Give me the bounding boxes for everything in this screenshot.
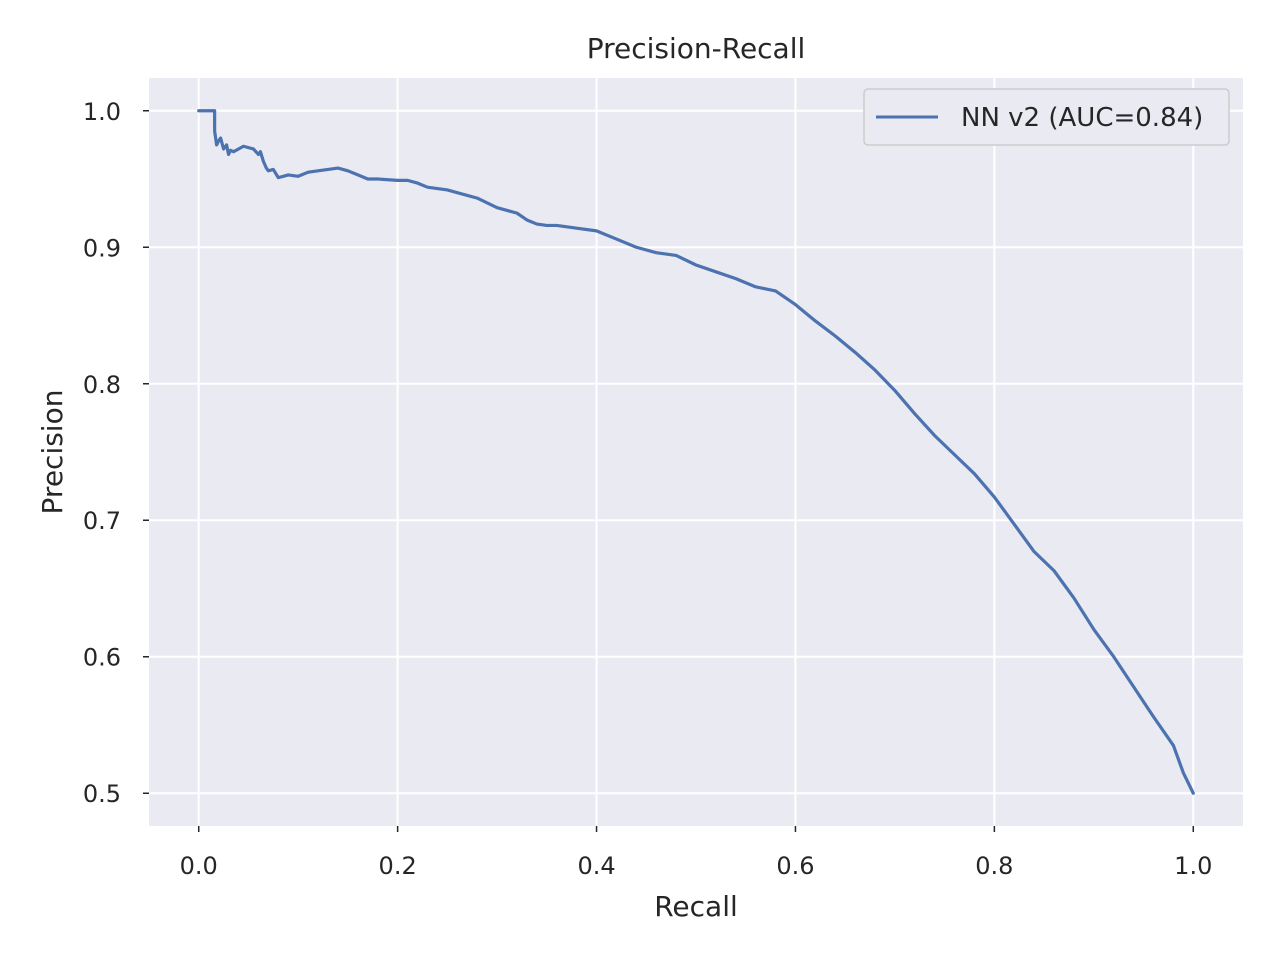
ticks: 0.0 0.2 0.4 0.6 0.8 1.0 0.5 0.6 0.7 0.8 0.9 1.0 (83, 98, 1213, 880)
legend-entry-label: NN v2 (AUC=0.84) (961, 103, 1203, 133)
x-tick-label: 0.6 (776, 852, 814, 880)
grid (149, 78, 1243, 826)
x-tick-label: 1.0 (1174, 852, 1212, 880)
y-tick-label: 1.0 (83, 98, 121, 126)
y-tick-label: 0.5 (83, 780, 121, 808)
series-layer (197, 109, 1195, 795)
legend-box (863, 88, 1230, 146)
y-tick-label: 0.7 (83, 507, 121, 535)
y-tick-label: 0.8 (83, 371, 121, 399)
y-axis-label: Precision (36, 390, 69, 515)
x-tick-label: 0.4 (577, 852, 615, 880)
plot-background (149, 78, 1243, 826)
series-line-0 (197, 109, 1195, 795)
x-tick-label: 0.8 (975, 852, 1013, 880)
x-axis-label: Recall (654, 890, 738, 923)
y-tick-label: 0.9 (83, 234, 121, 262)
legend: NN v2 (AUC=0.84) (863, 88, 1230, 146)
x-tick-label: 0.2 (379, 852, 417, 880)
y-tick-label: 0.6 (83, 644, 121, 672)
x-tick-label: 0.0 (180, 852, 218, 880)
chart-title: Precision-Recall (587, 32, 806, 65)
